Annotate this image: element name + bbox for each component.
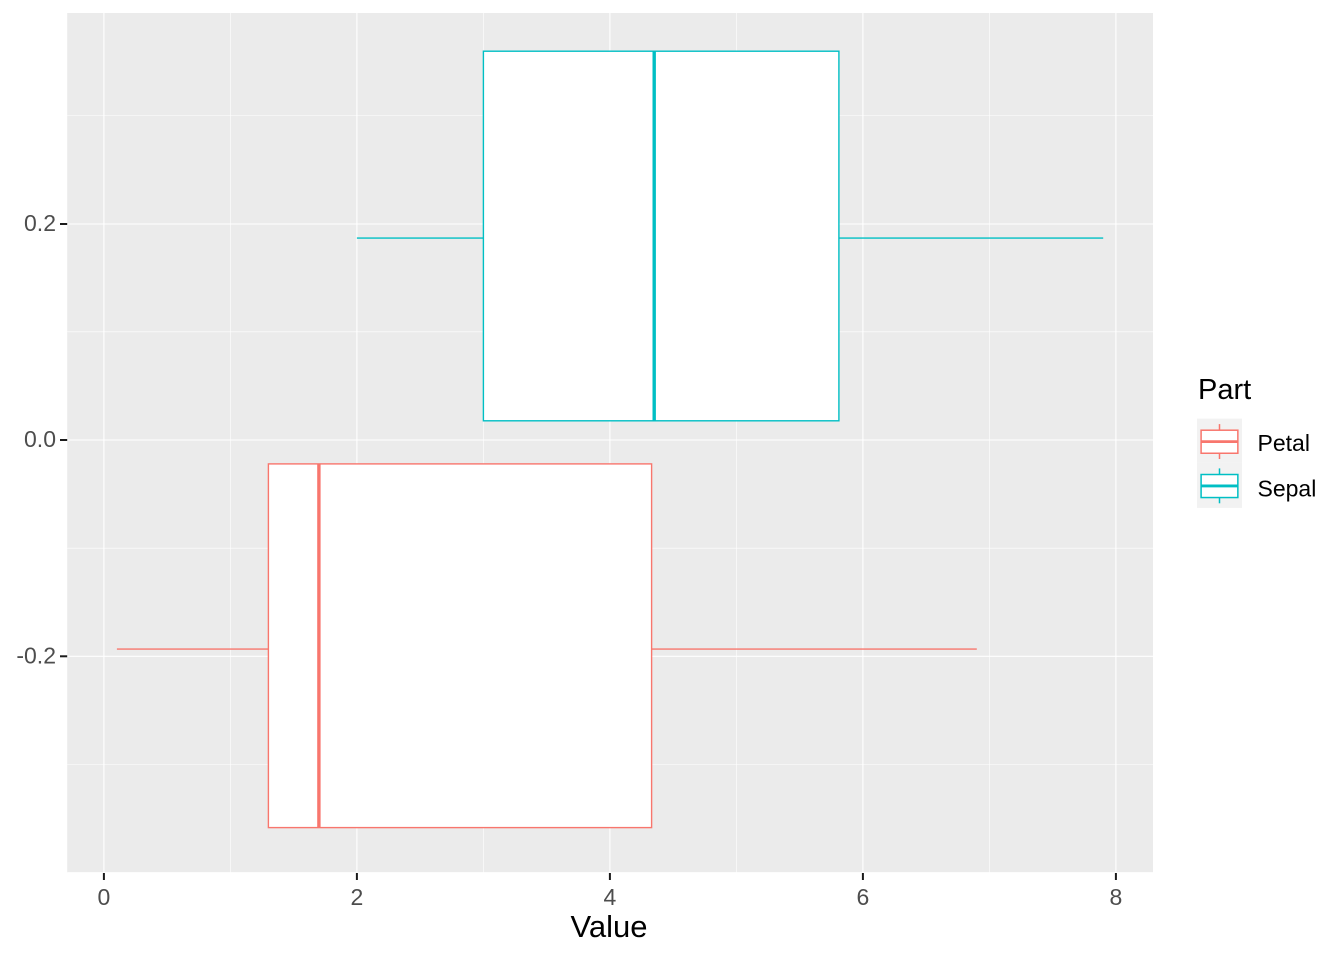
svg-text:4: 4 — [604, 884, 617, 910]
svg-text:-0.2: -0.2 — [16, 642, 56, 668]
svg-text:8: 8 — [1110, 884, 1123, 910]
svg-text:Petal: Petal — [1258, 430, 1310, 456]
svg-text:2: 2 — [351, 884, 364, 910]
svg-text:Sepal: Sepal — [1258, 476, 1317, 502]
svg-text:0: 0 — [98, 884, 111, 910]
svg-text:0.0: 0.0 — [24, 426, 56, 452]
svg-text:0.2: 0.2 — [24, 210, 56, 236]
svg-text:6: 6 — [857, 884, 870, 910]
svg-text:Part: Part — [1198, 374, 1251, 406]
svg-text:Value: Value — [571, 909, 648, 944]
